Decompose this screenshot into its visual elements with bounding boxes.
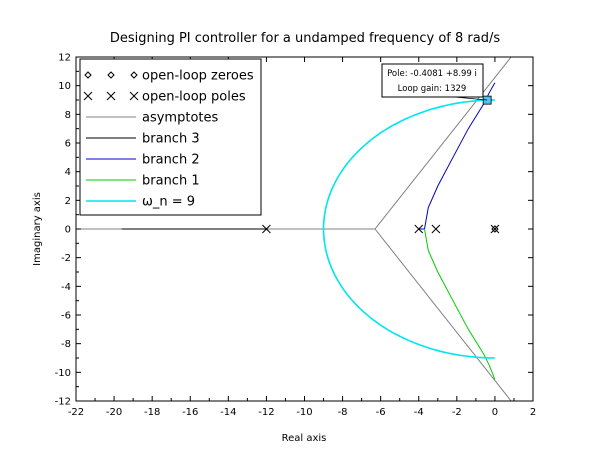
x-tick-label: -4: [414, 407, 424, 418]
x-tick-label: -18: [144, 407, 160, 418]
y-tick-label: -4: [61, 282, 71, 293]
legend-zero-marker: [84, 71, 92, 79]
datatip-point[interactable]: [482, 95, 492, 105]
legend-pole-marker: [129, 91, 139, 101]
datatip-box: [381, 63, 484, 98]
legend-zero-marker: [107, 71, 115, 79]
x-tick-label: -12: [258, 407, 274, 418]
y-tick-label: -6: [61, 311, 71, 322]
y-tick-label: 8: [65, 110, 71, 121]
y-tick-label: 10: [58, 81, 71, 92]
zero-marker: [491, 225, 499, 233]
legend-entry: open-loop zeroes: [84, 69, 254, 84]
datatip-gain-text: Loop gain: 1329: [398, 84, 467, 94]
pole-marker: [431, 224, 441, 234]
legend-pole-marker: [106, 91, 116, 101]
legend-label: branch 2: [142, 153, 200, 168]
series-branch-1: [424, 228, 496, 380]
series-asymptotes: [374, 228, 512, 402]
legend-label: asymptotes: [142, 111, 218, 126]
datatip[interactable]: Pole: -0.4081 +8.99 i Loop gain: 1329: [381, 63, 488, 101]
y-tick-label: 2: [65, 196, 71, 207]
x-tick-label: -10: [296, 407, 312, 418]
x-tick-label: 2: [530, 407, 536, 418]
y-tick-label: 6: [65, 139, 71, 150]
y-tick-label: 12: [58, 53, 71, 64]
series-branch-2: [418, 82, 496, 230]
y-axis-label: Imaginary axis: [32, 192, 43, 266]
legend-entry: ω_n = 9: [86, 195, 195, 210]
x-tick-label: -16: [182, 407, 198, 418]
legend-label: branch 1: [142, 174, 200, 189]
x-axis-label: Real axis: [282, 433, 327, 444]
legend-label: open-loop zeroes: [142, 69, 254, 84]
legend-entry: asymptotes: [86, 111, 218, 126]
legend: open-loop zeroes open-loop poles asymptote…: [79, 58, 262, 216]
datatip-pole-text: Pole: -0.4081 +8.99 i: [387, 69, 477, 79]
chart-title: Designing PI controller for a undamped f…: [110, 31, 501, 46]
y-tick-label: -12: [55, 397, 71, 408]
x-tick-label: 0: [492, 407, 498, 418]
legend-box: [79, 58, 262, 216]
y-tick-label: -2: [61, 253, 71, 264]
x-tick-label: -22: [68, 407, 84, 418]
y-tick-label: 4: [65, 167, 71, 178]
x-tick-label: -14: [220, 407, 236, 418]
x-tick-label: -2: [452, 407, 462, 418]
x-tick-label: -20: [106, 407, 122, 418]
y-tick-label: -8: [61, 339, 71, 350]
legend-label: ω_n = 9: [142, 195, 195, 210]
x-tick-label: -8: [338, 407, 348, 418]
legend-pole-marker: [83, 91, 93, 101]
y-tick-label: -10: [55, 368, 71, 379]
series--n-9: [322, 99, 495, 359]
x-tick-label: -6: [376, 407, 386, 418]
legend-entry: branch 1: [86, 174, 200, 189]
legend-entry: branch 2: [86, 153, 200, 168]
legend-zero-marker: [130, 71, 138, 79]
legend-entry: branch 3: [86, 132, 200, 147]
pole-marker: [262, 224, 271, 234]
legend-label: open-loop poles: [142, 90, 246, 105]
pole-marker: [414, 224, 424, 234]
pole-marker: [490, 224, 500, 234]
y-tick-label: 0: [65, 225, 71, 236]
legend-entry: open-loop poles: [83, 90, 246, 105]
legend-label: branch 3: [142, 132, 200, 147]
